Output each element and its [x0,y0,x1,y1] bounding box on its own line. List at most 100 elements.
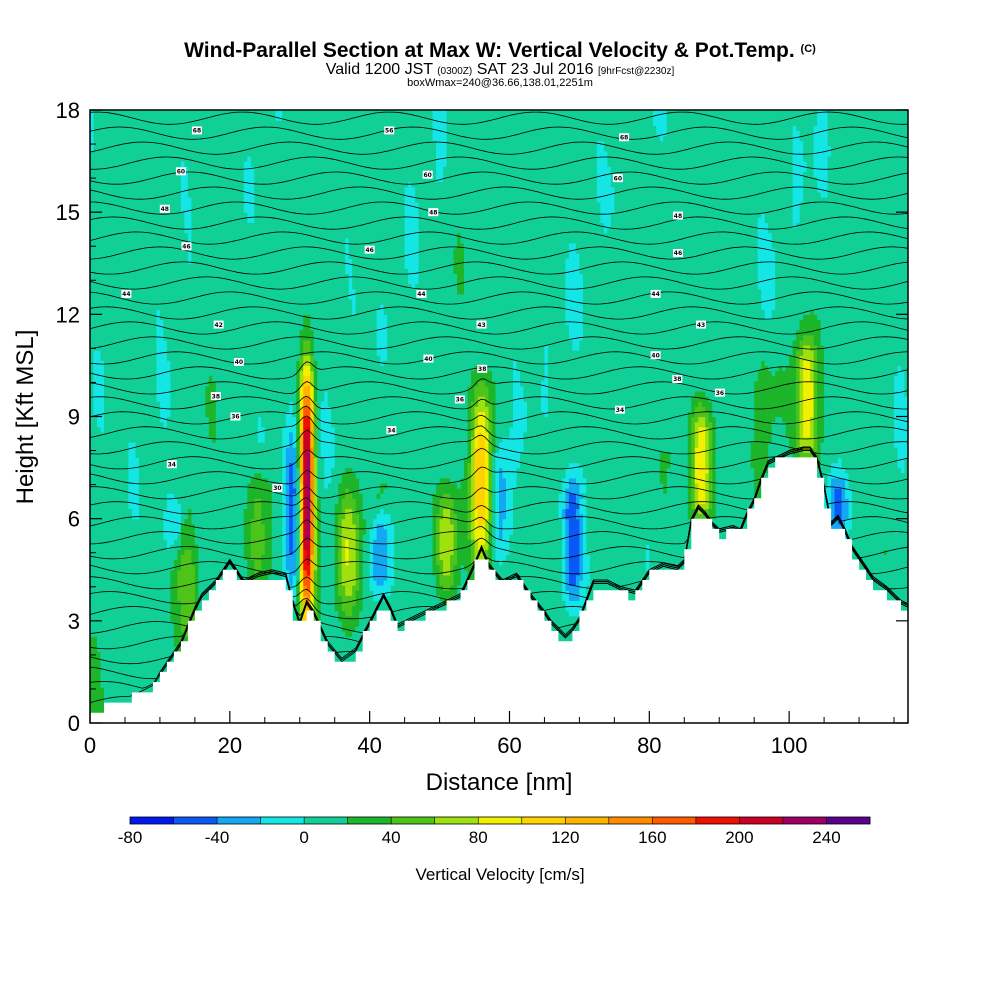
velocity-cell [149,539,154,545]
velocity-cell [159,641,165,647]
velocity-cell [177,120,182,126]
velocity-cell [110,493,116,499]
velocity-cell [131,533,137,540]
velocity-cell [110,339,116,346]
velocity-cell [229,242,234,249]
velocity-cell [110,692,116,699]
velocity-cell [198,350,203,356]
velocity-cell [166,513,172,520]
velocity-cell [145,636,151,642]
velocity-cell [159,247,165,254]
velocity-cell [205,595,210,601]
velocity-cell [180,452,185,458]
velocity-cell [208,196,213,203]
velocity-cell [110,682,116,688]
velocity-cell [124,579,130,586]
velocity-cell [138,161,144,167]
velocity-cell [170,533,175,540]
velocity-cell [173,176,178,183]
velocity-cell [103,488,109,494]
velocity-cell [90,227,95,234]
velocity-cell [163,350,168,356]
velocity-cell [96,396,102,402]
velocity-cell [173,579,178,586]
velocity-cell [198,564,203,571]
velocity-cell [173,528,178,535]
velocity-cell [170,401,175,407]
velocity-cell [170,120,175,126]
velocity-cell [198,544,203,550]
velocity-cell [180,268,185,275]
velocity-cell [124,355,130,361]
velocity-cell [180,431,185,438]
velocity-cell [152,472,158,479]
velocity-cell [107,605,112,612]
velocity-cell [121,528,126,535]
velocity-cell [107,554,112,561]
velocity-cell [194,401,199,407]
velocity-cell [180,508,185,515]
velocity-cell [226,375,231,382]
velocity-cell [159,564,165,571]
velocity-cell [159,299,165,305]
velocity-cell [226,365,231,372]
velocity-cell [124,385,130,392]
velocity-cell [90,396,95,402]
velocity-cell [170,595,175,601]
velocity-cell [100,344,105,351]
velocity-cell [110,574,116,581]
velocity-cell [107,513,112,520]
velocity-cell [110,426,116,433]
velocity-cell [135,370,140,377]
velocity-cell [145,293,151,300]
velocity-cell [90,636,95,642]
velocity-cell [90,707,95,714]
velocity-cell [208,110,213,116]
velocity-cell [128,166,133,172]
velocity-cell [145,421,151,428]
velocity-cell [177,564,182,571]
velocity-cell [124,191,130,198]
velocity-cell [201,247,206,254]
velocity-cell [93,222,98,229]
velocity-cell [222,385,227,392]
velocity-cell [142,488,147,494]
velocity-cell [226,334,231,341]
velocity-cell [201,314,206,321]
velocity-cell [103,661,109,668]
velocity-cell [229,426,234,433]
velocity-cell [117,288,123,295]
velocity-cell [191,564,196,571]
velocity-cell [229,344,234,351]
velocity-cell [145,605,151,612]
velocity-cell [107,436,112,443]
velocity-cell [212,431,217,438]
velocity-cell [187,304,192,310]
velocity-cell [226,319,231,326]
velocity-cell [191,462,196,469]
velocity-cell [180,406,185,412]
velocity-cell [173,615,178,622]
velocity-cell [121,615,126,622]
velocity-cell [208,472,213,479]
velocity-cell [184,212,189,218]
velocity-cell [205,426,210,433]
velocity-cell [90,283,95,290]
velocity-cell [93,416,98,423]
velocity-cell [110,263,116,269]
velocity-cell [170,293,175,300]
velocity-cell [219,385,224,392]
velocity-cell [166,390,172,397]
velocity-cell [156,171,161,178]
velocity-cell [229,263,234,269]
velocity-cell [149,288,154,295]
velocity-cell [131,457,137,464]
velocity-cell [177,498,182,504]
velocity-cell [121,620,126,627]
velocity-cell [184,620,189,627]
velocity-cell [145,268,151,275]
velocity-cell [159,191,165,198]
velocity-cell [229,191,234,198]
velocity-cell [180,247,185,254]
velocity-cell [128,687,133,693]
